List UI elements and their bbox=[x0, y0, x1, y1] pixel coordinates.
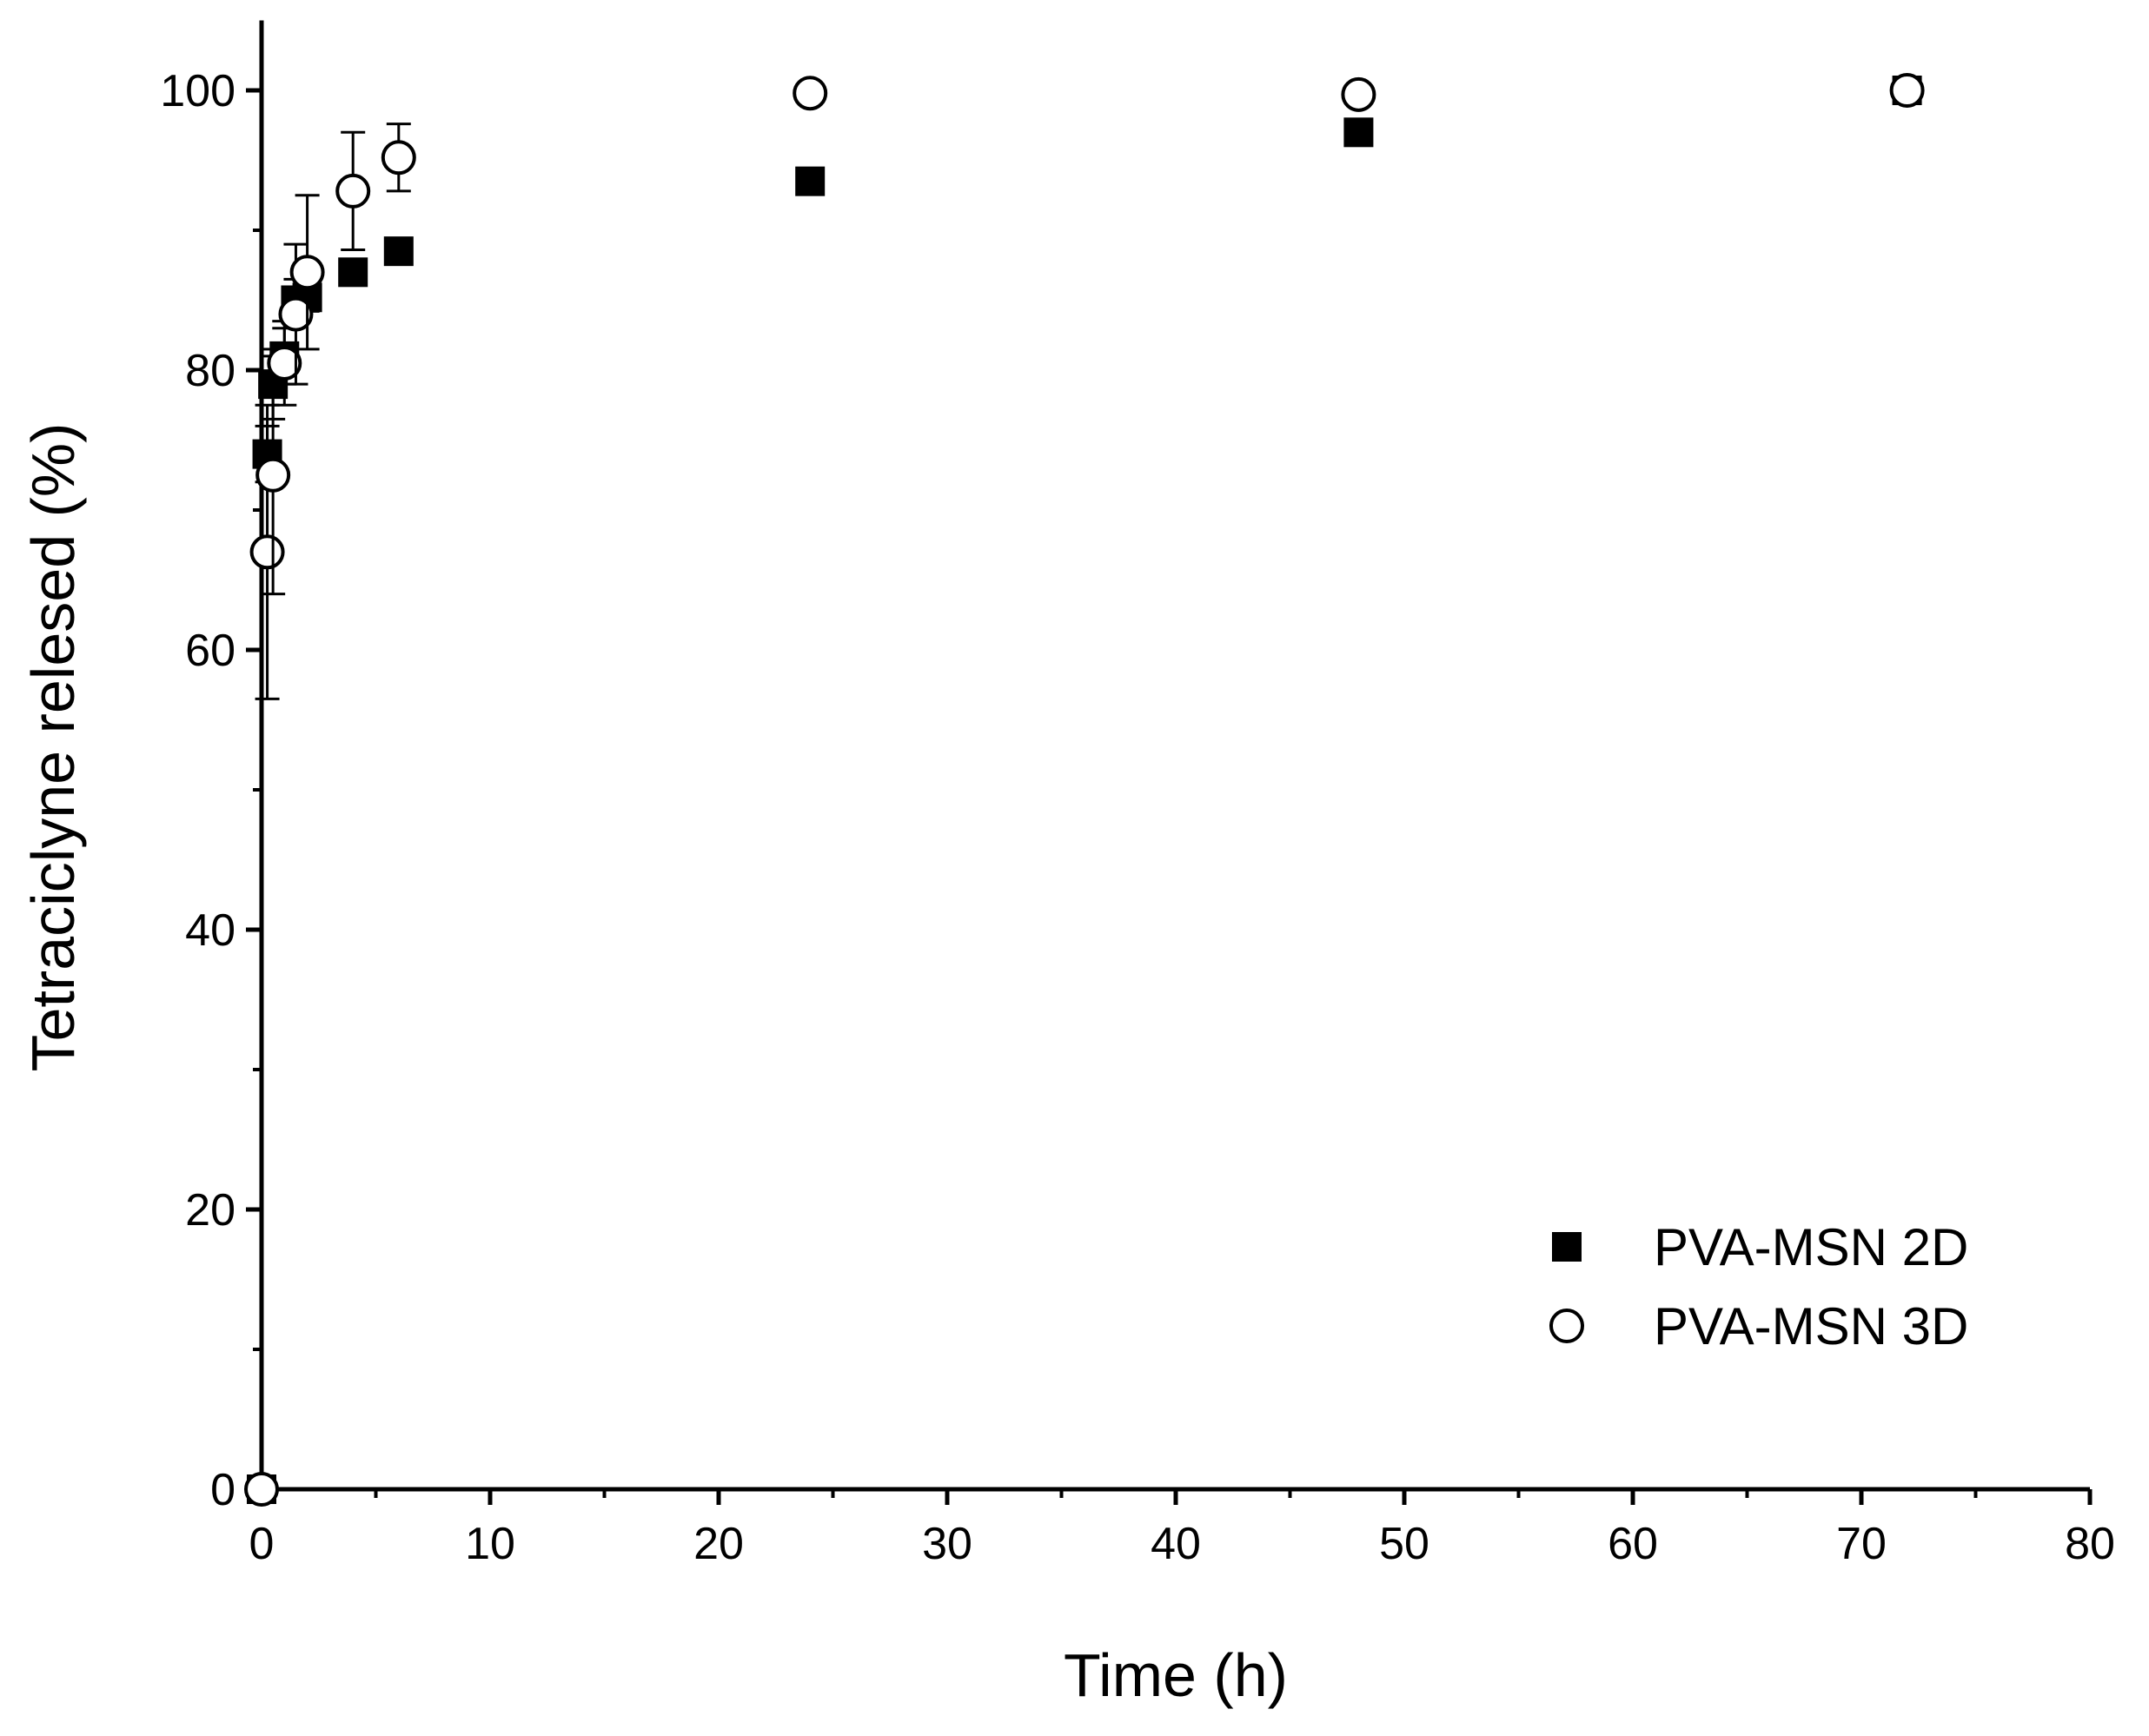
legend-marker-3d bbox=[1549, 1309, 1584, 1343]
x-axis-title: Time (h) bbox=[1064, 1641, 1288, 1709]
x-tick-label: 10 bbox=[465, 1519, 515, 1569]
y-tick-label: 60 bbox=[185, 626, 235, 676]
data-point-3d bbox=[793, 76, 828, 111]
data-point-2d bbox=[383, 236, 414, 267]
x-tick-label: 0 bbox=[249, 1519, 275, 1569]
legend-label-2d: PVA-MSN 2D bbox=[1654, 1218, 1968, 1276]
data-point-2d bbox=[1343, 117, 1374, 148]
data-point-3d bbox=[249, 534, 285, 570]
data-point-3d bbox=[381, 140, 416, 176]
y-tick-label: 100 bbox=[160, 66, 235, 116]
legend: PVA-MSN 2D PVA-MSN 3D bbox=[1549, 1218, 1968, 1355]
data-point-3d bbox=[255, 457, 291, 493]
data-point-3d bbox=[244, 1472, 279, 1507]
data-point-3d bbox=[335, 173, 371, 209]
y-tick-label: 80 bbox=[185, 346, 235, 396]
data-point-3d bbox=[278, 296, 314, 332]
data-marks bbox=[244, 73, 1925, 1507]
x-tick-label: 30 bbox=[922, 1519, 972, 1569]
data-point-3d bbox=[289, 255, 325, 290]
legend-marker-2d bbox=[1552, 1232, 1582, 1262]
data-point-2d bbox=[338, 257, 368, 288]
legend-label-3d: PVA-MSN 3D bbox=[1654, 1297, 1968, 1355]
y-tick-label: 0 bbox=[210, 1465, 235, 1515]
y-tick-label: 20 bbox=[185, 1185, 235, 1236]
data-point-3d bbox=[1341, 76, 1376, 112]
data-point-2d bbox=[795, 166, 826, 196]
data-point-3d bbox=[1889, 73, 1925, 108]
x-tick-label: 80 bbox=[2065, 1519, 2115, 1569]
y-axis-title: Tetraciclyne relesed (%) bbox=[19, 423, 87, 1072]
x-tick-label: 50 bbox=[1379, 1519, 1429, 1569]
x-tick-label: 60 bbox=[1608, 1519, 1658, 1569]
data-point-3d bbox=[267, 345, 302, 381]
y-tick-label: 40 bbox=[185, 905, 235, 956]
x-tick-label: 70 bbox=[1836, 1519, 1887, 1569]
x-tick-label: 40 bbox=[1151, 1519, 1201, 1569]
x-tick-label: 20 bbox=[693, 1519, 744, 1569]
axes: 0 10 20 30 40 50 60 70 80 0 20 40 60 80 100 bbox=[160, 20, 2115, 1569]
